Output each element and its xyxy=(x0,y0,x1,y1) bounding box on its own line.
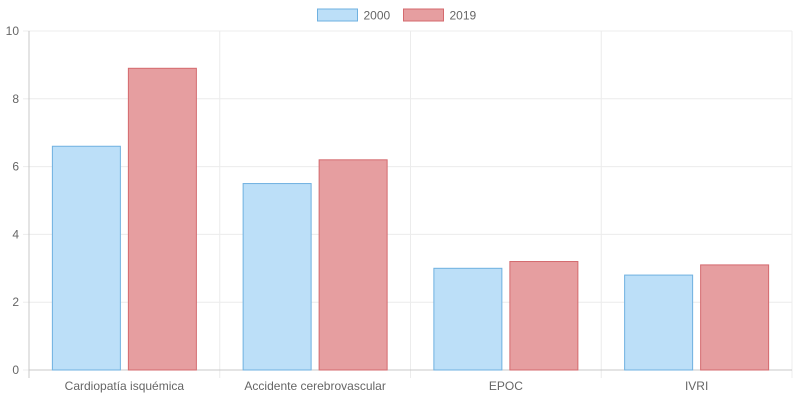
legend-swatch xyxy=(403,8,444,22)
y-tick-label: 0 xyxy=(12,363,19,377)
y-tick-label: 6 xyxy=(12,160,19,174)
legend-item-2000[interactable]: 2000 xyxy=(317,8,391,23)
y-tick-label: 2 xyxy=(12,295,19,309)
bar-2000-0[interactable] xyxy=(51,145,121,371)
x-tick-label: EPOC xyxy=(489,379,523,393)
x-tick-label: IVRI xyxy=(685,379,708,393)
bars xyxy=(51,67,770,371)
bar-2000-1[interactable] xyxy=(242,183,312,371)
legend-swatch xyxy=(317,8,358,22)
x-tick-label: Cardiopatía isquémica xyxy=(65,379,185,393)
y-tick-label: 8 xyxy=(12,92,19,106)
legend-item-2019[interactable]: 2019 xyxy=(403,8,477,23)
y-tick-label: 4 xyxy=(12,227,19,241)
bar-2019-2[interactable] xyxy=(509,261,579,371)
legend-label: 2000 xyxy=(364,9,391,23)
bar-2019-3[interactable] xyxy=(700,264,770,371)
bar-2000-2[interactable] xyxy=(433,267,503,371)
x-tick-label: Accidente cerebrovascular xyxy=(244,379,385,393)
legend: 2000 2019 xyxy=(317,8,477,23)
legend-label: 2019 xyxy=(450,9,477,23)
bar-2000-3[interactable] xyxy=(624,274,694,371)
bar-2019-0[interactable] xyxy=(127,67,197,371)
bar-2019-1[interactable] xyxy=(318,159,388,371)
y-axis-ticks: 0 2 4 6 8 10 xyxy=(6,24,20,377)
x-axis-ticks: Cardiopatía isquémica Accidente cerebrova… xyxy=(65,379,709,393)
y-tick-label: 10 xyxy=(6,24,20,38)
